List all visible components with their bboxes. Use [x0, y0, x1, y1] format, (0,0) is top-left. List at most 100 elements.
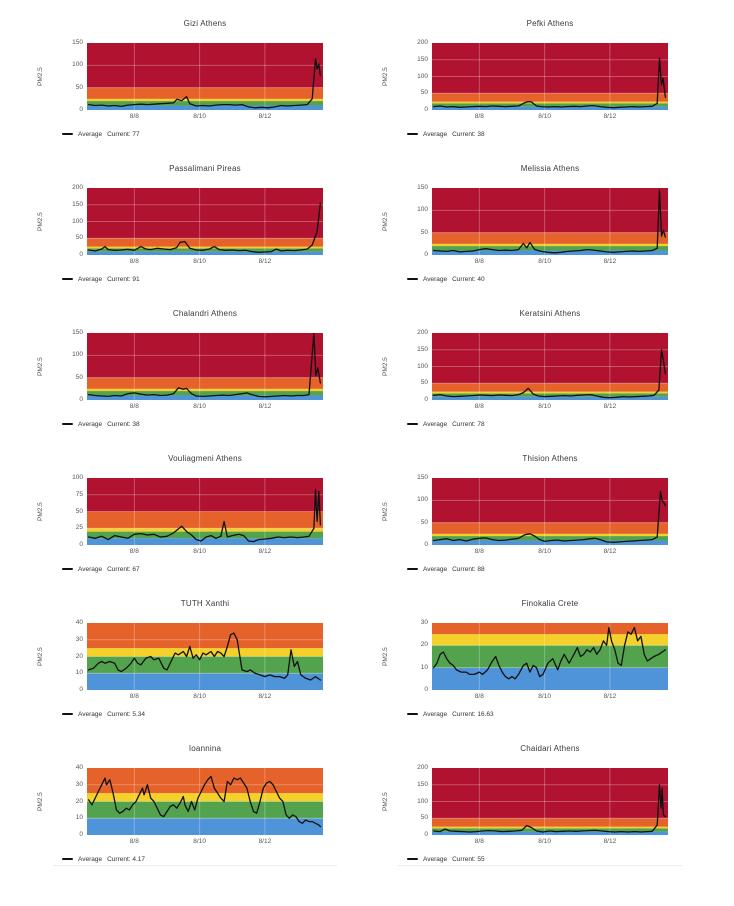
- y-tick-label: 50: [420, 814, 428, 822]
- chart-title: Ioannina: [188, 744, 222, 753]
- chart-plot[interactable]: [87, 333, 323, 400]
- chart-panel: Chaidari Athens PM2.5 0 50 100 150 200 8/8 8/…: [375, 735, 720, 880]
- chart-plot[interactable]: [87, 623, 323, 690]
- y-tick-label: 150: [72, 200, 83, 208]
- legend[interactable]: Average Current: 67: [62, 564, 140, 574]
- legend[interactable]: Average Current: 38: [407, 129, 485, 139]
- aqi-band-moderate: [432, 243, 668, 247]
- legend-line-icon: [407, 568, 418, 570]
- aqi-band-poor: [87, 511, 323, 529]
- legend[interactable]: Average Current: 40: [407, 274, 485, 284]
- pm25-line: [432, 490, 667, 543]
- y-axis-label: PM2.5: [37, 67, 44, 86]
- aqi-band-fair: [432, 393, 668, 397]
- legend-line-icon: [62, 858, 73, 860]
- pm25-line: [87, 775, 322, 828]
- aqi-band-fair: [432, 828, 668, 832]
- aqi-band-moderate: [87, 648, 323, 657]
- y-tick-label: 50: [420, 379, 428, 387]
- chart-panel: Ioannina PM2.5 0 10 20 30 40 8/8 8/10 8/12 Ave…: [30, 735, 375, 880]
- aqi-band-good: [87, 105, 323, 110]
- legend[interactable]: Average Current: 91: [62, 274, 140, 284]
- legend[interactable]: Average Current: 88: [407, 564, 485, 574]
- aqi-band-fair: [87, 101, 323, 106]
- y-axis-label: PM2.5: [37, 792, 44, 811]
- y-tick-label: 50: [420, 89, 428, 97]
- aqi-band-moderate: [432, 826, 668, 829]
- aqi-band-poor: [432, 522, 668, 534]
- y-tick-label: 100: [417, 496, 428, 504]
- x-tick-label: 8/8: [129, 838, 139, 845]
- y-tick-label: 0: [79, 541, 83, 548]
- chart-plot[interactable]: [432, 768, 668, 835]
- x-tick-label: 8/8: [129, 548, 139, 555]
- y-tick-label: 30: [420, 619, 428, 626]
- aqi-band-fair: [432, 103, 668, 107]
- aqi-band-very-poor: [432, 478, 668, 523]
- chart-plot[interactable]: [87, 768, 323, 835]
- legend[interactable]: Average Current: 5.34: [62, 709, 145, 719]
- chart-panel: Finokalia Crete PM2.5 0 10 20 30 8/8 8/10 8/1…: [375, 590, 720, 735]
- y-tick-label: 10: [420, 663, 428, 671]
- aqi-band-good: [87, 251, 323, 255]
- x-tick-label: 8/12: [603, 113, 617, 120]
- aqi-band-very-poor: [432, 768, 668, 819]
- x-tick-label: 8/10: [538, 693, 551, 700]
- y-tick-label: 0: [424, 686, 428, 693]
- chart-panel: Keratsini Athens PM2.5 0 50 100 150 200 8/8 8…: [375, 300, 720, 445]
- aqi-band-moderate: [87, 528, 323, 532]
- y-tick-label: 150: [72, 39, 83, 46]
- legend[interactable]: Average Current: 16.63: [407, 709, 494, 719]
- chart-plot[interactable]: [432, 333, 668, 400]
- aqi-band-fair: [432, 536, 668, 541]
- legend-series-label: Average: [423, 420, 448, 428]
- aqi-band-very-poor: [87, 333, 323, 378]
- y-tick-label: 50: [75, 507, 83, 515]
- y-tick-label: 20: [420, 641, 428, 649]
- chart-plot[interactable]: [432, 188, 668, 255]
- legend-current-value: Current: 88: [452, 565, 485, 573]
- pm25-line: [87, 632, 322, 681]
- aqi-band-good: [87, 818, 323, 835]
- aqi-band-fair: [87, 391, 323, 396]
- chart-plot[interactable]: [432, 43, 668, 110]
- y-tick-label: 40: [75, 619, 83, 626]
- legend[interactable]: Average Current: 55: [407, 854, 485, 864]
- x-tick-label: 8/10: [193, 113, 206, 120]
- pm25-line: [432, 626, 667, 680]
- legend-current-value: Current: 67: [107, 565, 140, 573]
- chart-plot[interactable]: [432, 623, 668, 690]
- x-tick-label: 8/12: [258, 403, 272, 410]
- legend-line-icon: [62, 278, 73, 280]
- y-axis-label: PM2.5: [37, 357, 44, 376]
- chart-plot[interactable]: [432, 478, 668, 545]
- legend[interactable]: Average Current: 38: [62, 419, 140, 429]
- y-tick-label: 50: [75, 234, 83, 242]
- divider: [398, 865, 682, 866]
- chart-panel: Thision Athens PM2.5 0 50 100 150 8/8 8/10 8/…: [375, 445, 720, 590]
- legend-current-value: Current: 77: [107, 130, 140, 138]
- legend-series-label: Average: [423, 710, 448, 718]
- y-tick-label: 0: [79, 831, 83, 838]
- legend[interactable]: Average Current: 77: [62, 129, 140, 139]
- legend-current-value: Current: 38: [452, 130, 485, 138]
- y-tick-label: 200: [417, 329, 428, 336]
- aqi-band-good: [432, 667, 668, 690]
- legend-series-label: Average: [78, 275, 103, 283]
- pm25-line: [432, 784, 667, 833]
- legend-series-label: Average: [78, 130, 103, 138]
- x-tick-label: 8/10: [538, 258, 551, 265]
- legend-line-icon: [62, 713, 73, 715]
- chart-plot[interactable]: [87, 478, 323, 545]
- legend[interactable]: Average Current: 4.17: [62, 854, 145, 864]
- x-tick-label: 8/12: [603, 403, 617, 410]
- x-tick-label: 8/12: [603, 693, 617, 700]
- chart-panel: Passalimani Pireas PM2.5 0 50 100 150 200 8/…: [30, 155, 375, 300]
- y-tick-label: 0: [424, 831, 428, 838]
- aqi-band-poor: [87, 238, 323, 247]
- y-tick-label: 150: [417, 780, 428, 788]
- legend-line-icon: [62, 133, 73, 135]
- chart-plot[interactable]: [87, 43, 323, 110]
- legend[interactable]: Average Current: 78: [407, 419, 485, 429]
- chart-plot[interactable]: [87, 188, 323, 255]
